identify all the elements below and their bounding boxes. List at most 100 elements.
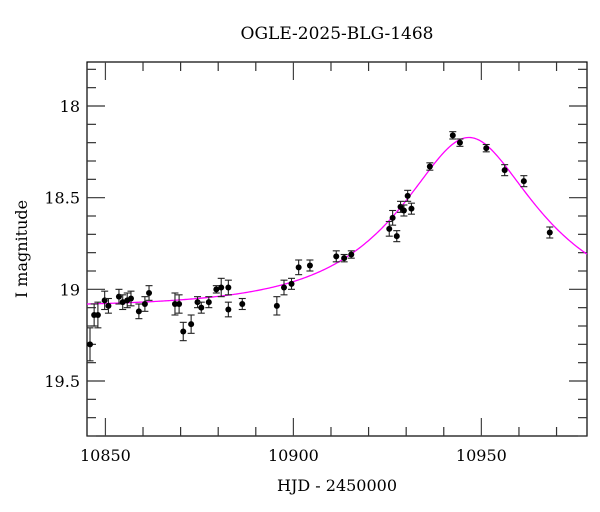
data-point [404, 189, 412, 202]
point-marker [456, 139, 463, 146]
point-marker [393, 233, 400, 240]
data-point [280, 279, 288, 296]
data-point [119, 294, 127, 311]
data-point [94, 301, 102, 329]
data-point [171, 292, 179, 316]
data-point [197, 301, 205, 314]
point-marker [273, 302, 280, 309]
x-tick-label: 10950 [456, 446, 507, 465]
point-marker [280, 284, 287, 291]
data-point [86, 327, 94, 362]
data-point [273, 296, 281, 316]
point-marker [501, 167, 508, 174]
point-marker [341, 255, 348, 262]
data-point [194, 296, 202, 309]
data-point [340, 253, 348, 263]
point-marker [176, 301, 183, 307]
point-marker [288, 280, 295, 287]
point-marker [198, 304, 205, 311]
data-point [104, 297, 112, 314]
point-marker [449, 132, 456, 139]
plot-frame [86, 61, 588, 437]
point-marker [205, 299, 212, 306]
point-marker [386, 225, 393, 232]
data-point [501, 164, 509, 177]
x-tick-label: 10900 [268, 446, 319, 465]
point-marker [135, 308, 142, 315]
y-tick-label: 19 [60, 280, 80, 299]
data-point [145, 285, 153, 301]
point-marker [141, 301, 148, 307]
data-point [393, 230, 401, 243]
model-curve [86, 136, 588, 305]
data-point [332, 250, 340, 263]
data-point [482, 143, 490, 153]
data-point [141, 296, 149, 312]
point-marker [348, 251, 355, 258]
point-marker [333, 253, 340, 260]
data-point [123, 292, 131, 309]
data-point [407, 202, 415, 215]
point-marker [225, 284, 232, 291]
point-marker [295, 264, 302, 271]
model-fit-line [86, 136, 588, 305]
data-points [86, 131, 554, 362]
point-marker [400, 207, 407, 214]
data-point [212, 285, 220, 294]
point-marker [87, 341, 94, 348]
point-marker [94, 312, 101, 318]
point-marker [171, 301, 178, 307]
point-marker [239, 301, 246, 307]
data-point [205, 296, 213, 309]
data-point [224, 279, 232, 296]
data-point [217, 277, 225, 298]
data-point [295, 259, 303, 276]
data-point [400, 204, 408, 217]
data-point [385, 220, 393, 237]
point-marker [404, 192, 411, 199]
point-marker [213, 286, 220, 293]
data-point [426, 162, 434, 171]
point-marker [546, 229, 553, 236]
data-point [520, 175, 528, 188]
point-marker [146, 290, 153, 296]
x-axis-label: HJD - 2450000 [277, 476, 397, 495]
y-tick-label: 19.5 [44, 372, 80, 391]
data-point [127, 290, 135, 307]
data-point [135, 303, 143, 320]
data-point [449, 131, 457, 140]
point-marker [520, 178, 527, 185]
data-point [187, 314, 195, 334]
data-point [306, 259, 314, 272]
point-marker [225, 306, 232, 313]
point-marker [389, 214, 396, 221]
chart-title: OGLE-2025-BLG-1468 [241, 24, 434, 44]
point-marker [306, 262, 313, 269]
data-point [347, 250, 355, 259]
data-point [389, 209, 397, 226]
y-tick-label: 18 [60, 97, 80, 116]
x-tick-labels: 10850 10900 10950 [80, 446, 507, 465]
y-tick-labels: 18 18.5 19 19.5 [44, 97, 80, 391]
point-marker [194, 299, 201, 306]
data-point [238, 297, 246, 311]
y-axis-label: I magnitude [12, 200, 31, 298]
point-marker [218, 284, 225, 291]
data-point [288, 277, 296, 290]
point-marker [188, 321, 195, 328]
point-marker [127, 295, 134, 302]
data-point [175, 294, 183, 314]
point-marker [105, 302, 112, 309]
data-point [224, 301, 232, 318]
plot-area [86, 61, 588, 437]
y-tick-label: 18.5 [44, 189, 80, 208]
x-tick-label: 10850 [80, 446, 131, 465]
data-point [179, 321, 187, 342]
point-marker [483, 145, 490, 152]
point-marker [180, 328, 187, 335]
axis-ticks [87, 62, 587, 437]
point-marker [119, 299, 126, 306]
data-point [456, 138, 464, 147]
point-marker [426, 163, 433, 170]
